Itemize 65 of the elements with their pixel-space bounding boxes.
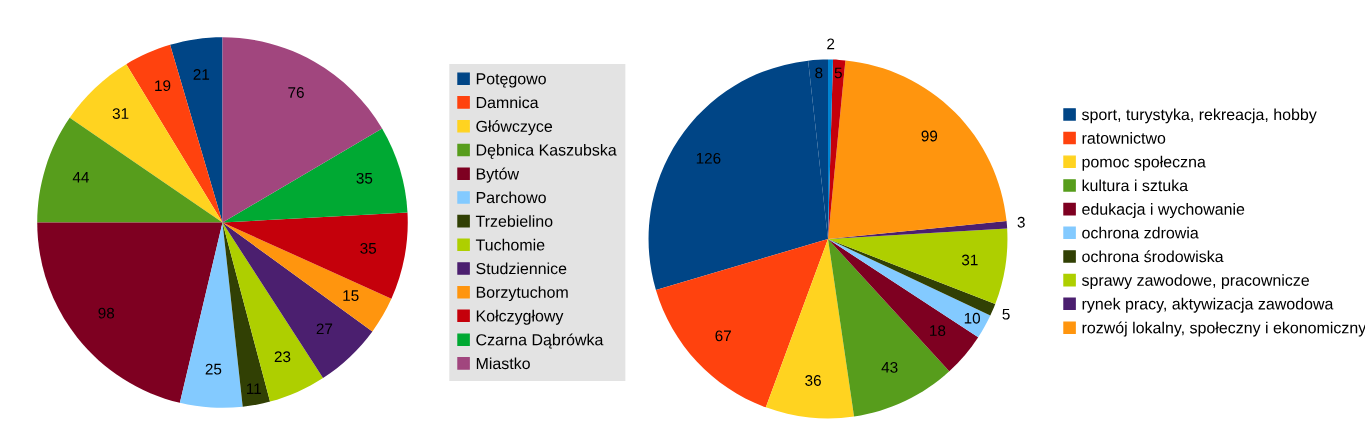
pie-slice <box>828 239 979 372</box>
data-label: 67 <box>715 330 731 342</box>
pie-slice <box>170 37 223 223</box>
legend-label: edukacja i wychowanie <box>1082 203 1245 219</box>
pie-slice <box>765 239 855 419</box>
legend-label: ochrona środowiska <box>1082 250 1224 263</box>
data-label: 43 <box>881 361 898 373</box>
legend-label: pomoc społeczna <box>1082 155 1206 171</box>
data-label: 2 <box>827 38 835 50</box>
pie-slice <box>179 222 243 408</box>
data-label: 99 <box>921 130 938 142</box>
data-label: 31 <box>961 254 978 266</box>
legend-label: Tuchomie <box>475 238 545 251</box>
pie-slice <box>222 212 408 299</box>
data-label: 36 <box>805 375 821 386</box>
pie-slice <box>37 117 223 223</box>
data-label: 126 <box>696 152 721 164</box>
data-label: 25 <box>205 363 222 375</box>
pie-slice <box>828 239 950 417</box>
legend-label: ratownictwo <box>1082 132 1166 144</box>
pie-slice <box>222 128 408 223</box>
pie-slice <box>37 222 223 403</box>
data-label: 3 <box>1017 216 1025 228</box>
legend-label: Studziennice <box>476 262 567 275</box>
pie-slice <box>828 239 991 338</box>
legend-label: Potęgowo <box>476 73 546 88</box>
data-label: 11 <box>246 383 261 395</box>
data-label: 31 <box>112 108 129 119</box>
pie-slice <box>828 228 1008 305</box>
legend-label: Damnica <box>476 96 539 109</box>
legend-label: Dębnica Kaszubska <box>476 143 617 159</box>
data-label: 8 <box>815 67 823 79</box>
data-label: 21 <box>193 69 210 80</box>
legend-label: kultura i sztuka <box>1082 179 1189 192</box>
legend-label: Trzebielino <box>475 215 553 227</box>
data-label: 10 <box>964 312 981 324</box>
pie-slice <box>648 60 828 290</box>
data-label: 98 <box>98 307 115 319</box>
pie-slice <box>222 222 392 332</box>
legend-label: ochrona zdrowia <box>1082 226 1199 239</box>
legend-label: Kołczygłowy <box>476 309 564 325</box>
pie-slice <box>222 37 383 223</box>
legend-label: Borzytuchom <box>476 286 568 302</box>
pie-slice <box>655 239 828 408</box>
legend-label: Miastko <box>476 357 530 370</box>
legend-label: Główczyce <box>476 120 553 136</box>
data-label: 23 <box>274 351 291 363</box>
data-label: 76 <box>288 87 304 98</box>
legend-label: Czarna Dąbrówka <box>476 333 604 349</box>
data-label: 35 <box>360 242 377 254</box>
data-label: 19 <box>155 80 171 92</box>
data-label: 5 <box>834 67 842 79</box>
legend-label: rynek pracy, aktywizacja zawodowa <box>1082 297 1334 313</box>
data-label: 15 <box>343 290 359 301</box>
legend-label: Bytów <box>476 167 520 183</box>
legend-label: sport, turystyka, rekreacja, hobby <box>1081 108 1317 124</box>
pie-slice <box>69 64 223 223</box>
data-label: 35 <box>356 172 373 184</box>
data-label: 27 <box>316 323 333 335</box>
data-label: 18 <box>930 325 946 337</box>
legend-label: Parchowo <box>476 191 546 204</box>
pie-slice <box>828 60 1007 239</box>
data-label: 5 <box>1002 308 1010 320</box>
data-label: 44 <box>72 172 89 183</box>
legend-label: sprawy zawodowe, pracownicze <box>1081 274 1309 290</box>
